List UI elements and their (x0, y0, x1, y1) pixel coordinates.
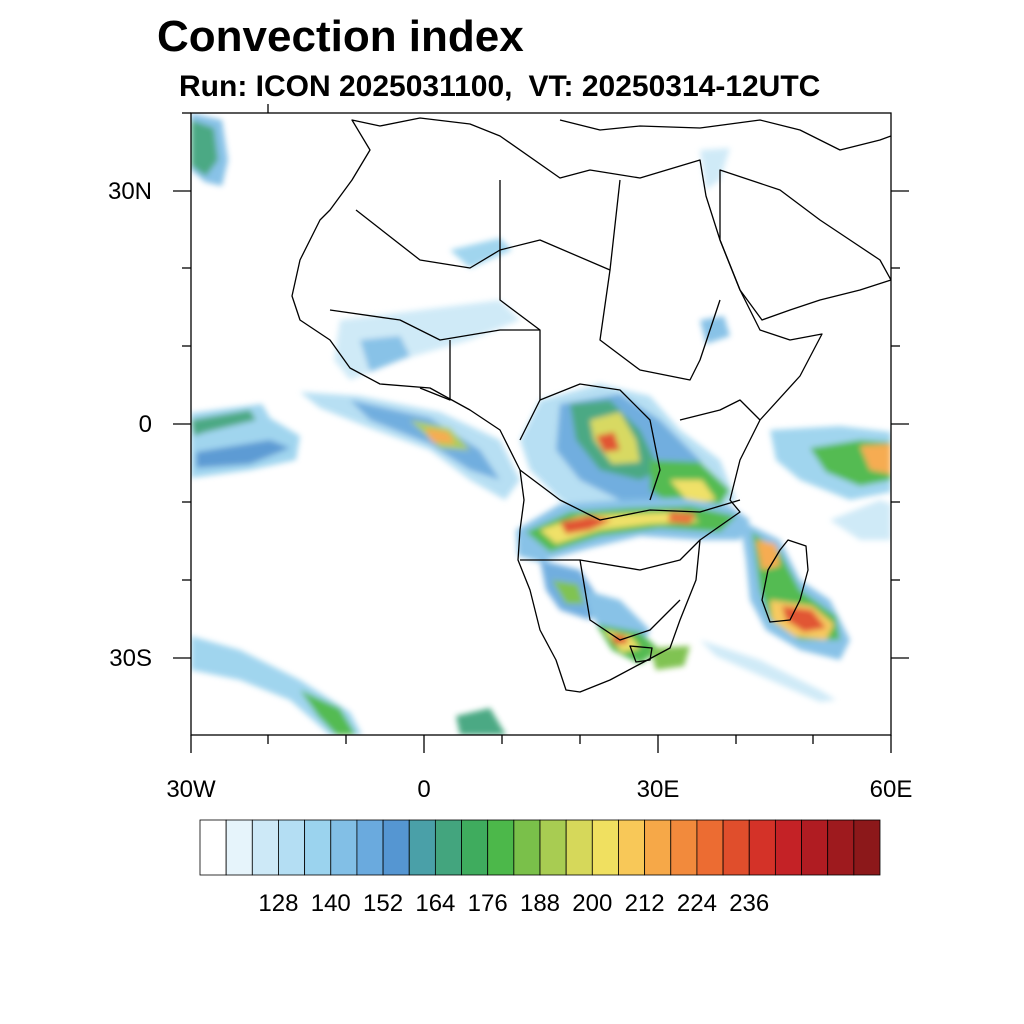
chart-subtitle: Run: ICON 2025031100, VT: 20250314-12UTC (179, 70, 820, 104)
field-gulf-guinea-mid (350, 400, 500, 480)
field-atlantic-eq-core2 (196, 440, 290, 468)
colorbar-swatch (696, 819, 724, 876)
border-3 (599, 269, 721, 381)
colorbar-swatch (434, 819, 462, 876)
chart-title: Convection index (157, 12, 524, 61)
field-namibia-core (552, 580, 584, 604)
field-gulf-guinea-hot (425, 428, 455, 444)
colorbar-swatch (487, 819, 515, 876)
border-5 (539, 383, 661, 501)
field-madagascar-red (782, 606, 826, 632)
border-1 (355, 179, 621, 271)
field-gulf-guinea (300, 392, 520, 500)
africa-coast (291, 117, 823, 693)
colorbar-swatch (748, 819, 776, 876)
field-sa-east (650, 646, 690, 670)
colorbar-swatch (722, 819, 750, 876)
field-sw-band-core (300, 690, 356, 735)
colorbar-swatch (801, 819, 829, 876)
colorbar-swatch (853, 819, 881, 876)
field-nw-corner-core (191, 120, 218, 176)
colorbar-swatch (670, 819, 698, 876)
colorbar-swatch (251, 819, 279, 876)
colorbar-swatch (774, 819, 802, 876)
colorbar-tick-label: 164 (415, 890, 455, 917)
colorbar-tick-label: 128 (258, 890, 298, 917)
field-south-belt-red (560, 516, 612, 534)
colorbar-tick-label: 152 (363, 890, 403, 917)
border-8 (579, 559, 681, 641)
colorbar-swatch (565, 819, 593, 876)
colorbar-swatch (591, 819, 619, 876)
border-4 (329, 309, 540, 341)
colorbar-tick-label: 200 (572, 890, 612, 917)
colorbar-swatch (278, 819, 306, 876)
colorbar-swatch (539, 819, 567, 876)
field-ethiopia (700, 316, 730, 344)
coastlines (291, 117, 891, 693)
colorbar-swatch (356, 819, 384, 876)
lon-label-30e: 30E (637, 776, 680, 803)
field-congo-hot (596, 432, 620, 452)
run-label: Run: ICON 2025031100, (179, 70, 513, 103)
lon-label-60e: 60E (870, 776, 913, 803)
field-moz-channel (756, 540, 780, 570)
axis-ticks (173, 104, 909, 753)
colorbar-swatch (304, 819, 332, 876)
colorbar-tick-label: 212 (625, 890, 665, 917)
lat-label-0: 0 (139, 411, 152, 438)
colorbar-swatch (408, 819, 436, 876)
border-6 (519, 469, 741, 521)
colorbar-tick-label: 224 (677, 890, 717, 917)
convection-field (191, 113, 891, 735)
colorbar-swatch (644, 819, 672, 876)
colorbar-swatch (461, 819, 489, 876)
colorbar-tick-label: 140 (311, 890, 351, 917)
field-south-belt-red2 (668, 512, 696, 524)
lat-label-30s: 30S (109, 645, 152, 672)
field-west-africa-dots (360, 336, 410, 372)
lon-label-0: 0 (417, 776, 430, 803)
colorbar-swatch (827, 819, 855, 876)
colorbar-swatch (618, 819, 646, 876)
colorbar-tick-label: 188 (520, 890, 560, 917)
lon-label-30w: 30W (166, 776, 216, 803)
field-indian-ocean-south (830, 500, 891, 540)
field-sahel-north (450, 238, 512, 268)
field-s-atl-blob (456, 708, 506, 735)
colorbar-swatch (513, 819, 541, 876)
colorbar-swatch (225, 819, 253, 876)
field-egypt-streak (700, 148, 730, 190)
field-south-streak (700, 640, 836, 702)
lat-label-30n: 30N (108, 178, 152, 205)
field-sa-red (612, 634, 628, 644)
colorbar-swatch (382, 819, 410, 876)
border-7 (520, 539, 701, 571)
border-11 (629, 645, 653, 663)
colorbar-tick-label: 236 (729, 890, 769, 917)
border-10 (679, 399, 761, 421)
valid-time-label: VT: 20250314-12UTC (528, 70, 821, 103)
field-east-congo-yellow (670, 480, 716, 504)
madagascar-coast (761, 539, 809, 623)
colorbar-swatch (199, 819, 227, 876)
field-atlantic-eq-core (191, 410, 256, 436)
field-indian-ocean-orange (860, 444, 891, 474)
arabia-coast (719, 169, 891, 321)
border-9 (419, 340, 451, 401)
mediterranean-north (559, 119, 891, 151)
colorbar: 128 140 152 164 176 188 200 212 224 236 (199, 819, 881, 917)
colorbar-tick-label: 176 (468, 890, 508, 917)
colorbar-swatch (330, 819, 358, 876)
